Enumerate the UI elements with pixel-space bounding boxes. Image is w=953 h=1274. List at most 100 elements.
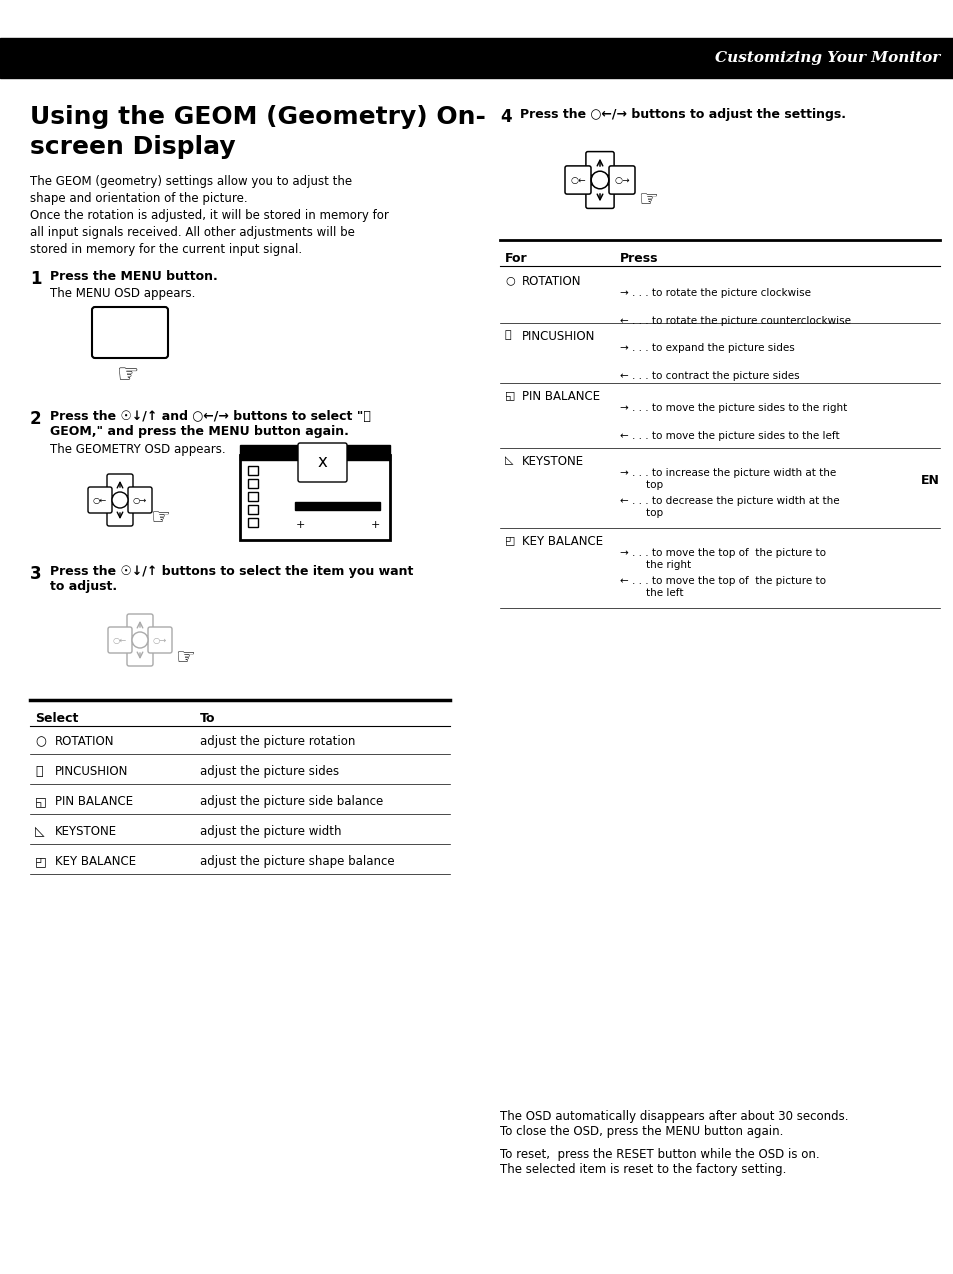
Text: shape and orientation of the picture.: shape and orientation of the picture.	[30, 192, 248, 205]
Bar	[248, 519, 257, 527]
Text: 4: 4	[499, 108, 511, 126]
FancyBboxPatch shape	[297, 443, 347, 482]
Text: ◺: ◺	[504, 455, 513, 465]
FancyBboxPatch shape	[107, 505, 132, 526]
Text: 2: 2	[30, 410, 42, 428]
Text: ○: ○	[35, 735, 46, 748]
Text: all input signals received. All other adjustments will be: all input signals received. All other ad…	[30, 225, 355, 240]
Circle shape	[132, 632, 148, 648]
Text: Once the rotation is adjusted, it will be stored in memory for: Once the rotation is adjusted, it will b…	[30, 209, 389, 222]
Text: PINCUSHION: PINCUSHION	[521, 330, 595, 343]
Text: stored in memory for the current input signal.: stored in memory for the current input s…	[30, 243, 302, 256]
Text: ○←: ○←	[92, 496, 107, 505]
Bar	[0, 38, 953, 78]
Text: Using the GEOM (Geometry) On-: Using the GEOM (Geometry) On-	[30, 104, 485, 129]
Text: ○: ○	[504, 275, 515, 285]
Text: ◺: ◺	[35, 826, 45, 838]
Text: Press: Press	[619, 252, 658, 265]
Bar	[248, 505, 257, 513]
Bar	[248, 479, 257, 488]
Text: adjust the picture sides: adjust the picture sides	[200, 764, 338, 778]
Text: ◰: ◰	[504, 535, 515, 545]
Text: 1: 1	[30, 270, 42, 288]
Text: ← . . . to move the top of  the picture to
        the left: ← . . . to move the top of the picture t…	[619, 576, 825, 598]
Text: adjust the picture rotation: adjust the picture rotation	[200, 735, 355, 748]
Text: ← . . . to rotate the picture counterclockwise: ← . . . to rotate the picture counterclo…	[619, 316, 850, 326]
Circle shape	[591, 171, 608, 189]
Text: KEY BALANCE: KEY BALANCE	[55, 855, 136, 868]
Text: to adjust.: to adjust.	[50, 580, 117, 592]
Text: adjust the picture side balance: adjust the picture side balance	[200, 795, 383, 808]
Text: ○→: ○→	[132, 496, 147, 505]
Text: PIN BALANCE: PIN BALANCE	[55, 795, 133, 808]
Text: → . . . to move the picture sides to the right: → . . . to move the picture sides to the…	[619, 403, 846, 413]
Text: → . . . to rotate the picture clockwise: → . . . to rotate the picture clockwise	[619, 288, 810, 298]
Text: The MENU OSD appears.: The MENU OSD appears.	[50, 287, 195, 299]
Text: ☞: ☞	[150, 508, 170, 527]
Text: ⌷: ⌷	[35, 764, 43, 778]
Text: +: +	[370, 520, 379, 530]
Bar	[240, 445, 390, 460]
Text: adjust the picture width: adjust the picture width	[200, 826, 341, 838]
Text: ○→: ○→	[152, 636, 167, 645]
Text: ○→: ○→	[614, 176, 629, 185]
Text: ○←: ○←	[570, 176, 585, 185]
Text: ☞: ☞	[116, 363, 139, 387]
Text: Select: Select	[35, 712, 78, 725]
Text: To: To	[200, 712, 215, 725]
FancyBboxPatch shape	[148, 627, 172, 654]
Text: ☞: ☞	[174, 648, 194, 668]
Text: ☞: ☞	[638, 190, 658, 210]
Text: ← . . . to decrease the picture width at the
        top: ← . . . to decrease the picture width at…	[619, 496, 839, 517]
Text: EN: EN	[921, 474, 939, 487]
Text: ← . . . to contract the picture sides: ← . . . to contract the picture sides	[619, 371, 799, 381]
Text: The OSD automatically disappears after about 30 seconds.
To close the OSD, press: The OSD automatically disappears after a…	[499, 1110, 847, 1138]
Bar	[248, 466, 257, 475]
FancyBboxPatch shape	[107, 474, 132, 496]
Text: Press the ☉↓/↑ and ○←/→ buttons to select "⌷: Press the ☉↓/↑ and ○←/→ buttons to selec…	[50, 410, 371, 423]
Text: ◱: ◱	[504, 390, 515, 400]
Text: KEYSTONE: KEYSTONE	[521, 455, 583, 468]
Text: PINCUSHION: PINCUSHION	[55, 764, 129, 778]
Text: KEY BALANCE: KEY BALANCE	[521, 535, 602, 548]
Text: ○←: ○←	[112, 636, 127, 645]
FancyBboxPatch shape	[564, 166, 590, 194]
Text: The GEOMETRY OSD appears.: The GEOMETRY OSD appears.	[50, 443, 226, 456]
FancyBboxPatch shape	[127, 614, 152, 636]
Text: GEOM," and press the MENU button again.: GEOM," and press the MENU button again.	[50, 426, 349, 438]
FancyBboxPatch shape	[127, 643, 152, 666]
Text: For: For	[504, 252, 527, 265]
Text: adjust the picture shape balance: adjust the picture shape balance	[200, 855, 395, 868]
Text: Press the ○←/→ buttons to adjust the settings.: Press the ○←/→ buttons to adjust the set…	[519, 108, 845, 121]
Text: x: x	[316, 454, 327, 471]
FancyBboxPatch shape	[108, 627, 132, 654]
Text: ROTATION: ROTATION	[55, 735, 114, 748]
Text: The GEOM (geometry) settings allow you to adjust the: The GEOM (geometry) settings allow you t…	[30, 175, 352, 189]
Text: Press the ☉↓/↑ buttons to select the item you want: Press the ☉↓/↑ buttons to select the ite…	[50, 564, 413, 578]
Text: 3: 3	[30, 564, 42, 583]
Text: screen Display: screen Display	[30, 135, 235, 159]
FancyBboxPatch shape	[91, 307, 168, 358]
Text: Customizing Your Monitor: Customizing Your Monitor	[714, 51, 939, 65]
FancyBboxPatch shape	[128, 487, 152, 513]
FancyBboxPatch shape	[88, 487, 112, 513]
Circle shape	[112, 492, 128, 508]
Bar	[248, 492, 257, 501]
Text: → . . . to move the top of  the picture to
        the right: → . . . to move the top of the picture t…	[619, 548, 825, 569]
FancyBboxPatch shape	[608, 166, 635, 194]
Bar	[240, 455, 390, 540]
Text: ◰: ◰	[35, 855, 47, 868]
Bar	[294, 502, 379, 510]
Text: KEYSTONE: KEYSTONE	[55, 826, 117, 838]
Text: ← . . . to move the picture sides to the left: ← . . . to move the picture sides to the…	[619, 431, 839, 441]
Text: To reset,  press the RESET button while the OSD is on.
The selected item is rese: To reset, press the RESET button while t…	[499, 1148, 819, 1176]
Text: ⌷: ⌷	[504, 330, 511, 340]
Text: ROTATION: ROTATION	[521, 275, 581, 288]
Text: → . . . to increase the picture width at the
        top: → . . . to increase the picture width at…	[619, 468, 836, 489]
Text: Press the MENU button.: Press the MENU button.	[50, 270, 217, 283]
Text: PIN BALANCE: PIN BALANCE	[521, 390, 599, 403]
FancyBboxPatch shape	[585, 152, 614, 176]
Text: +: +	[295, 520, 304, 530]
FancyBboxPatch shape	[585, 185, 614, 209]
Text: → . . . to expand the picture sides: → . . . to expand the picture sides	[619, 343, 794, 353]
